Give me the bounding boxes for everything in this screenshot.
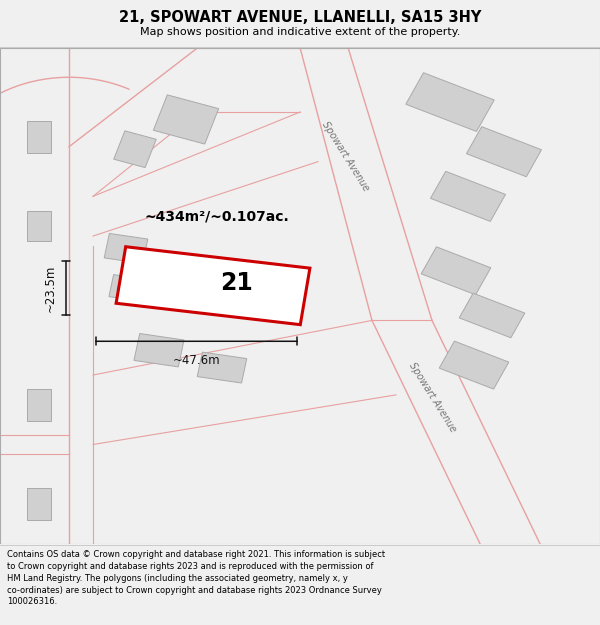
Polygon shape — [197, 352, 247, 383]
Polygon shape — [114, 131, 156, 168]
Text: ~47.6m: ~47.6m — [173, 354, 220, 367]
Text: ~23.5m: ~23.5m — [44, 264, 57, 312]
Polygon shape — [466, 127, 542, 177]
Polygon shape — [439, 341, 509, 389]
Polygon shape — [109, 274, 149, 302]
Text: 21, SPOWART AVENUE, LLANELLI, SA15 3HY: 21, SPOWART AVENUE, LLANELLI, SA15 3HY — [119, 9, 481, 24]
Text: Spowart Avenue: Spowart Avenue — [407, 361, 457, 434]
Polygon shape — [154, 95, 218, 144]
Polygon shape — [406, 72, 494, 131]
Polygon shape — [421, 247, 491, 295]
Polygon shape — [27, 211, 51, 241]
Text: ~434m²/~0.107ac.: ~434m²/~0.107ac. — [144, 209, 289, 223]
Polygon shape — [27, 488, 51, 520]
Text: Contains OS data © Crown copyright and database right 2021. This information is : Contains OS data © Crown copyright and d… — [7, 550, 385, 606]
Text: Map shows position and indicative extent of the property.: Map shows position and indicative extent… — [140, 27, 460, 37]
Polygon shape — [27, 389, 51, 421]
Polygon shape — [134, 334, 184, 367]
Text: Spowart Avenue: Spowart Avenue — [320, 120, 370, 193]
Polygon shape — [459, 293, 525, 338]
Text: 21: 21 — [221, 271, 253, 295]
Polygon shape — [430, 171, 506, 221]
Polygon shape — [27, 121, 51, 153]
Polygon shape — [116, 247, 310, 324]
Polygon shape — [104, 234, 148, 264]
